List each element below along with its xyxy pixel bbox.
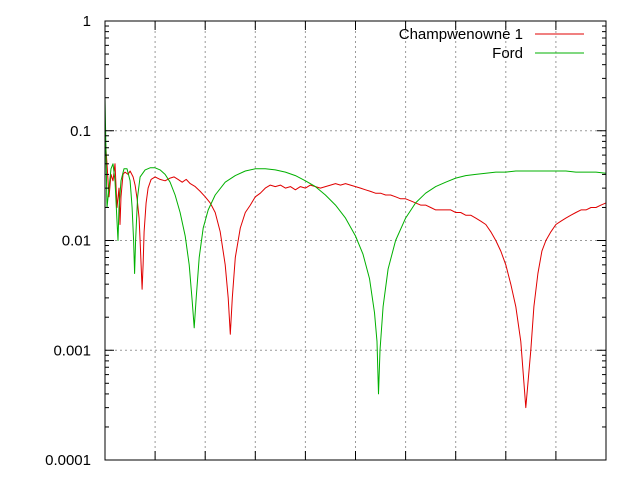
y-tick-label: 0.01 — [62, 233, 91, 250]
axis-ticks: 1 0.1 0.01 0.001 0.0001 — [45, 13, 606, 469]
y-tick-label: 0.001 — [53, 342, 91, 359]
y-tick-label: 1 — [83, 13, 91, 30]
series-layer — [104, 97, 607, 409]
y-tick-label: 0.1 — [70, 123, 91, 140]
legend: Champwenowne 1 Ford — [399, 26, 584, 62]
series-line-1 — [104, 135, 607, 409]
legend-label-1: Champwenowne 1 — [399, 26, 523, 43]
series-line-2 — [104, 97, 607, 395]
grid-lines — [105, 21, 606, 460]
y-tick-label: 0.0001 — [45, 452, 91, 469]
legend-label-2: Ford — [492, 45, 523, 62]
